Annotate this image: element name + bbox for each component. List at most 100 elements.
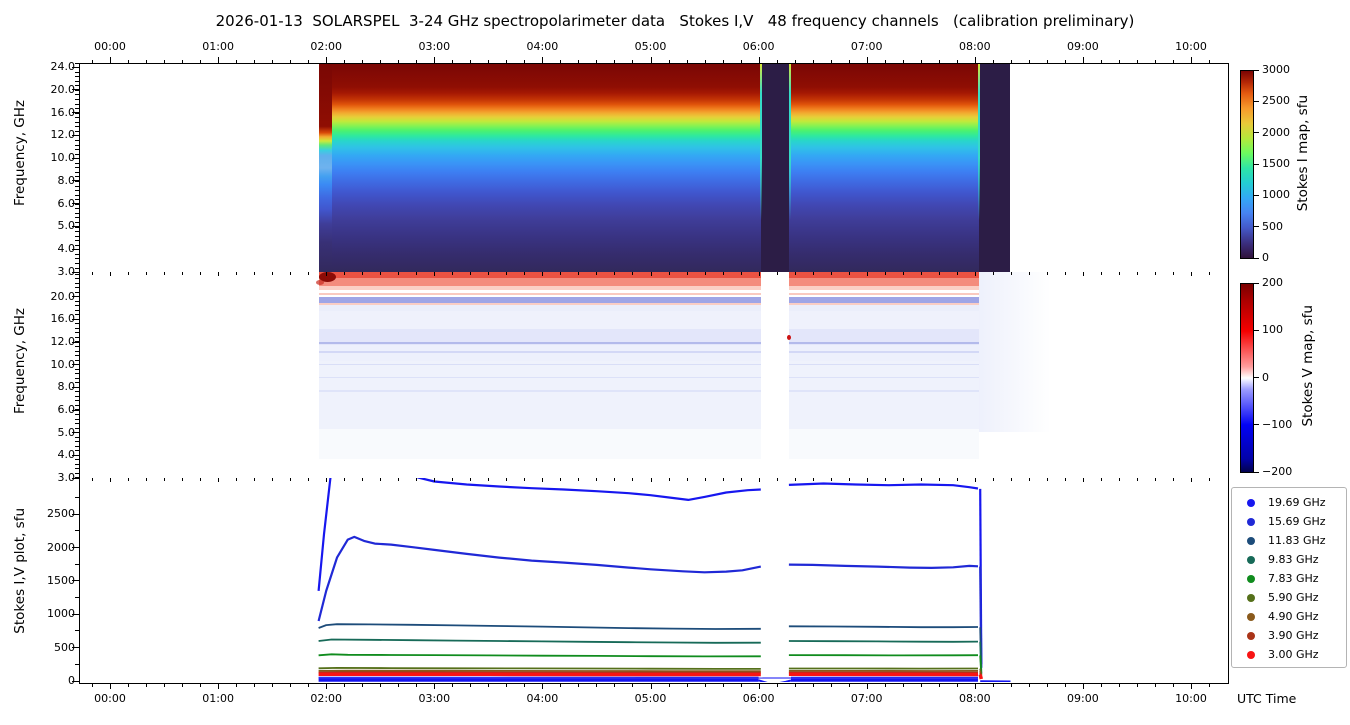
- x-tick: [290, 272, 292, 275]
- panel2-y-tick-minor: [75, 332, 79, 334]
- x-tick: [236, 272, 238, 275]
- x-tick: [254, 478, 256, 481]
- x-tick: [146, 478, 148, 481]
- x-tick: [200, 272, 202, 275]
- x-tick: [290, 683, 292, 687]
- x-tick: [794, 683, 796, 687]
- x-tick: [434, 478, 436, 482]
- panel2-y-tick-minor: [75, 377, 79, 379]
- x-tick: [938, 272, 940, 275]
- x-tick: [1082, 57, 1084, 63]
- x-tick: [992, 272, 994, 275]
- legend-item: 15.69 GHz: [1232, 512, 1346, 531]
- x-tick: [1010, 683, 1012, 687]
- stokes-v-band: [319, 277, 979, 286]
- x-tick: [758, 683, 760, 689]
- x-tick: [236, 59, 238, 63]
- x-tick: [398, 478, 400, 481]
- panel2-y-tick-minor: [75, 382, 79, 384]
- x-tick-label-bottom: 05:00: [634, 692, 667, 705]
- x-tick: [344, 272, 346, 275]
- panel2-y-tick-minor: [75, 445, 79, 447]
- x-tick: [452, 272, 454, 275]
- stokes-v-colorbar-tick: [1254, 282, 1259, 284]
- panel1-y-tick-major: [72, 112, 79, 114]
- x-tick: [308, 478, 310, 481]
- legend-label: 4.90 GHz: [1268, 610, 1319, 623]
- x-tick: [830, 272, 832, 275]
- panel1-y-tick-minor: [75, 62, 79, 64]
- panel1-y-tick-label: 10.0: [50, 151, 76, 165]
- series-19-69-GHz: [788, 482, 979, 490]
- x-tick: [650, 478, 652, 482]
- x-tick: [380, 59, 382, 63]
- x-tick: [1209, 478, 1211, 481]
- x-tick: [362, 478, 364, 481]
- stokes-v-fadeout: [979, 272, 1051, 432]
- x-tick: [1136, 59, 1138, 63]
- x-tick: [686, 478, 688, 481]
- panel2-y-tick-minor: [75, 423, 79, 425]
- panel1-y-tick-minor: [75, 130, 79, 132]
- panel2-y-tick-minor: [75, 441, 79, 443]
- x-tick-label-top: 08:00: [958, 40, 991, 53]
- x-tick: [470, 478, 472, 481]
- x-tick: [992, 478, 994, 481]
- panel3-y-tick-major: [72, 647, 79, 649]
- x-tick: [614, 478, 616, 481]
- x-tick: [740, 272, 742, 275]
- panel2-y-tick-minor: [75, 450, 79, 452]
- x-tick: [488, 478, 490, 481]
- x-tick: [776, 683, 778, 687]
- legend-item: 3.00 GHz: [1232, 645, 1346, 664]
- x-tick: [398, 683, 400, 687]
- x-tick: [308, 272, 310, 275]
- x-tick-label-top: 03:00: [418, 40, 451, 53]
- stokes-v-band: [319, 376, 979, 379]
- stokes-v-band: [319, 344, 979, 361]
- x-tick: [830, 59, 832, 63]
- panel1-y-tick-minor: [75, 108, 79, 110]
- x-tick-label-bottom: 00:00: [94, 692, 126, 705]
- series-11-83-GHz: [788, 625, 979, 629]
- panel3-y-tick-major: [72, 580, 79, 582]
- x-tick: [884, 683, 886, 687]
- x-tick: [452, 478, 454, 481]
- x-tick-label-top: 02:00: [310, 40, 343, 53]
- x-tick: [938, 683, 940, 687]
- stokes-i-colorbar-tick: [1254, 226, 1259, 228]
- legend-item: 11.83 GHz: [1232, 531, 1346, 550]
- stokes-i-colorbar-tick: [1254, 132, 1259, 134]
- x-tick: [1118, 683, 1120, 687]
- panel1-y-axis-label: Frequency, GHz: [12, 100, 28, 207]
- x-tick: [1100, 59, 1102, 63]
- stokes-iv-plot-panel: [79, 478, 1229, 684]
- x-tick: [398, 272, 400, 275]
- legend-marker-icon: [1247, 498, 1255, 507]
- x-tick: [290, 478, 292, 481]
- x-tick: [632, 683, 634, 687]
- x-tick: [524, 272, 526, 275]
- panel2-y-tick-label: 16.0: [50, 312, 76, 326]
- stokes-v-band: [319, 328, 979, 345]
- panel1-y-tick-minor: [75, 217, 79, 219]
- panel1-y-tick-minor: [75, 203, 79, 205]
- x-tick: [1209, 683, 1211, 687]
- x-tick: [1136, 478, 1138, 481]
- panel1-y-tick-minor: [75, 162, 79, 164]
- stokes-v-band: [319, 305, 979, 311]
- legend-marker-icon: [1247, 631, 1255, 640]
- x-tick: [578, 478, 580, 481]
- x-tick: [272, 478, 274, 481]
- stokes-v-band: [319, 350, 979, 353]
- panel2-y-tick-minor: [75, 463, 79, 465]
- x-tick: [488, 683, 490, 687]
- legend-item: 5.90 GHz: [1232, 588, 1346, 607]
- panel3-y-tick-major: [72, 613, 79, 615]
- x-tick: [91, 59, 93, 63]
- panel1-y-tick-minor: [75, 185, 79, 187]
- x-tick-label-bottom: 10:00: [1175, 692, 1207, 705]
- x-tick: [830, 478, 832, 481]
- x-tick: [956, 59, 958, 63]
